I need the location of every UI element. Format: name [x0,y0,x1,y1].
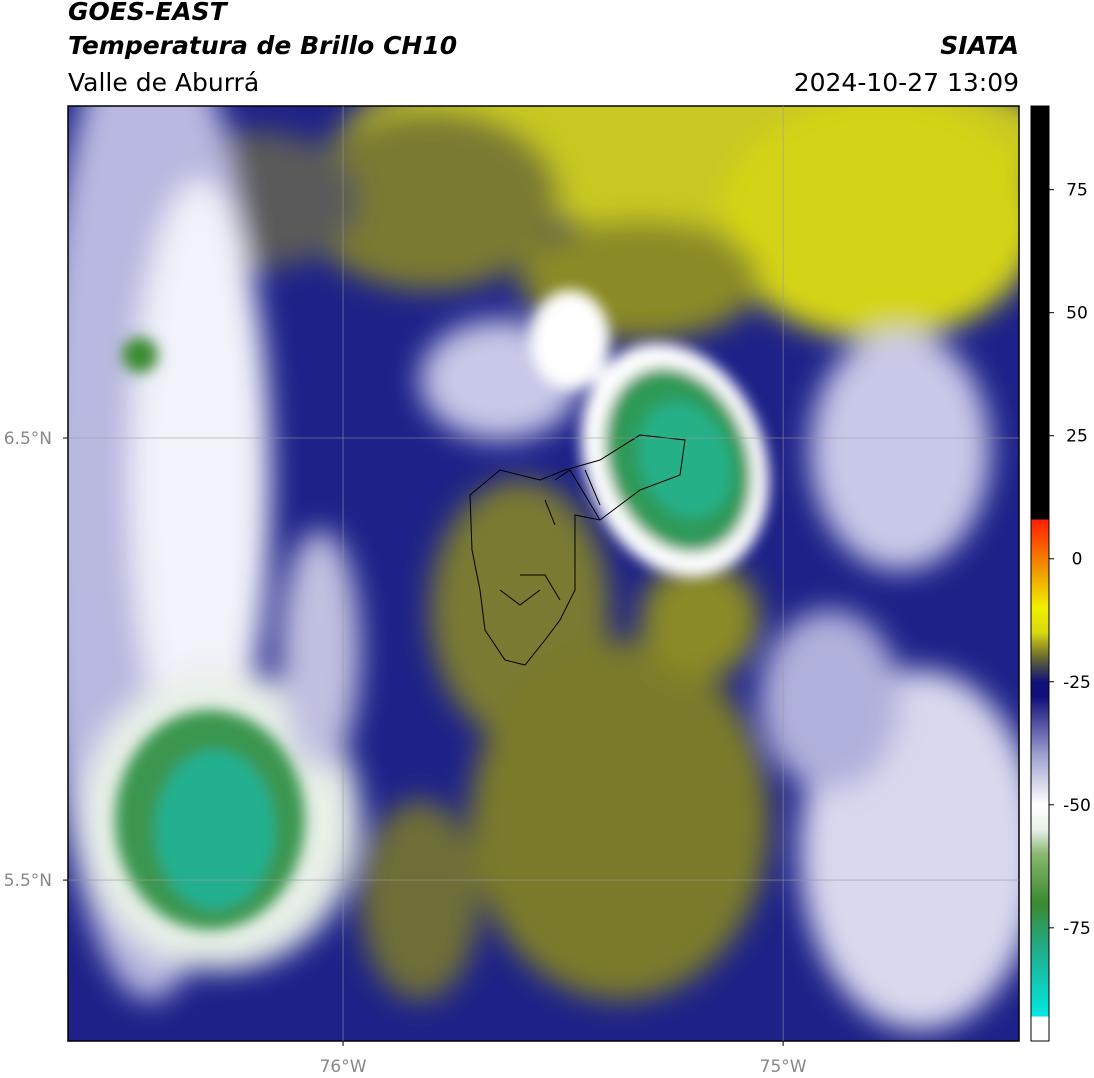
satellite-image [68,106,1019,1041]
colorbar-tick-label: 25 [1066,427,1088,447]
map-frame [67,105,1020,1042]
x-tick-label: 76°W [320,1057,367,1077]
source: SIATA [940,31,1019,60]
region: Valle de Aburrá [68,68,259,97]
title: GOES-EAST [68,0,229,26]
y-tick-label: 6.5°N [4,429,52,449]
colorbar-tick-label: 50 [1066,304,1088,324]
boundaries [469,434,686,666]
datetime: 2024-10-27 13:09 [794,68,1019,97]
colorbar-tick-label: -75 [1063,919,1091,939]
colorbar-tick-label: -50 [1063,796,1091,816]
colorbar-tick-label: 75 [1066,181,1088,201]
x-tick-label: 75°W [760,1057,807,1077]
subtitle: Temperatura de Brillo CH10 [68,31,457,60]
colorbar [1031,106,1049,1041]
y-tick-label: 5.5°N [4,871,52,891]
colorbar-tick-label: -25 [1063,673,1091,693]
colorbar-tick-label: 0 [1072,550,1083,570]
colorbar-frame [1030,105,1050,1042]
